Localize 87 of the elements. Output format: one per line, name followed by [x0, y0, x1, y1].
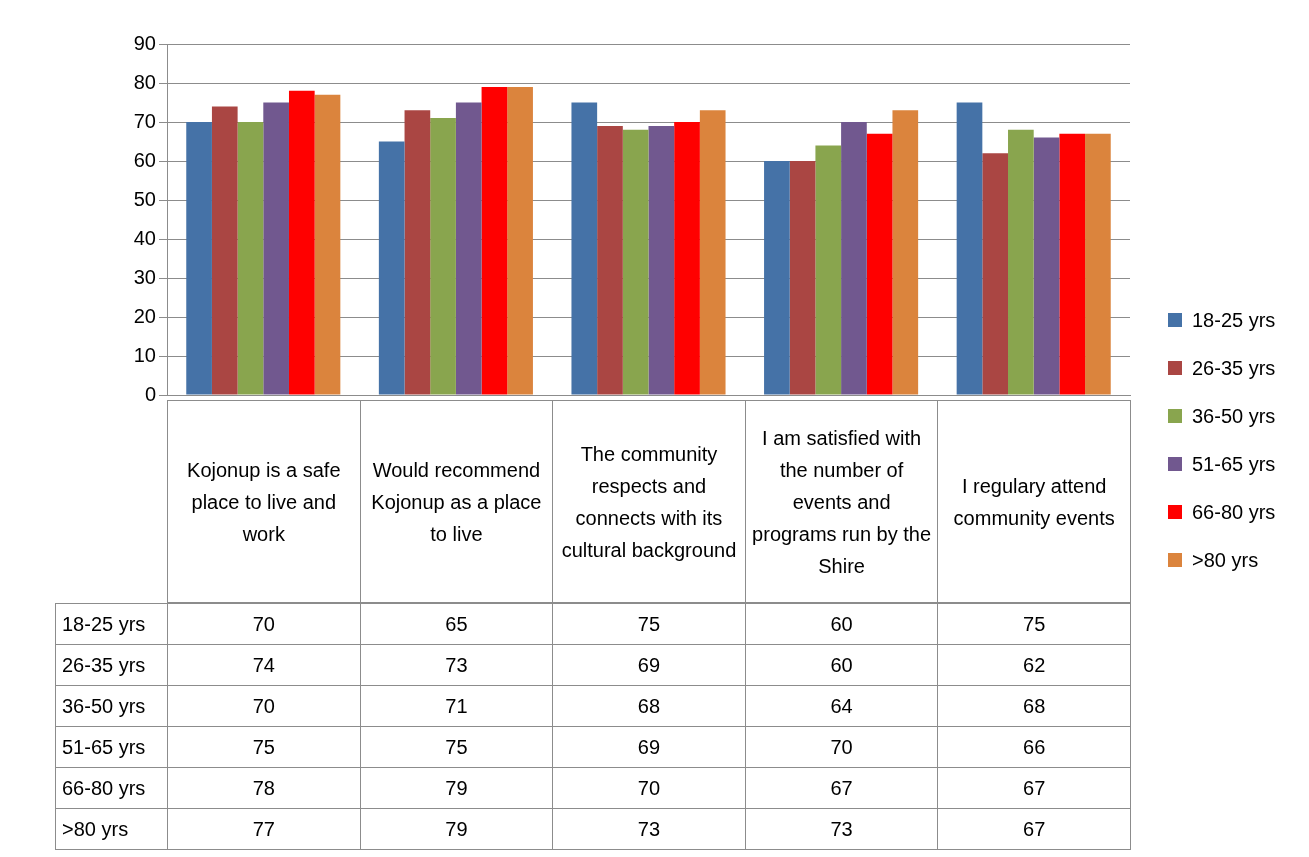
legend-label: 36-50 yrs — [1192, 404, 1276, 428]
bar — [956, 102, 983, 395]
bar — [841, 122, 867, 395]
legend-label: 26-35 yrs — [1192, 356, 1276, 380]
data-label: 69 — [552, 644, 746, 686]
data-label: 67 — [937, 808, 1131, 850]
data-label: 62 — [937, 644, 1131, 686]
bar — [1059, 133, 1086, 395]
bar — [314, 94, 341, 395]
data-label: 68 — [552, 685, 746, 727]
data-label: 77 — [167, 808, 361, 850]
bar — [674, 122, 700, 395]
bar — [622, 129, 649, 395]
bar — [597, 125, 623, 395]
data-label: 64 — [744, 685, 939, 727]
text: 66-80 yrs — [62, 777, 146, 799]
bar — [571, 102, 598, 395]
data-label: 68 — [937, 685, 1131, 727]
data-label: 74 — [167, 644, 361, 686]
x-tick-label: Would recommend Kojonup as a place to live — [359, 400, 554, 603]
legend-label: >80 yrs — [1192, 548, 1259, 572]
text: >80 yrs — [62, 818, 129, 840]
bar — [288, 90, 315, 395]
text: 26-35 yrs — [62, 654, 146, 676]
data-label: 79 — [359, 767, 554, 809]
data-label: 70 — [167, 603, 361, 645]
data-label: 60 — [744, 644, 939, 686]
bar — [648, 125, 675, 395]
data-label: 71 — [359, 685, 554, 727]
bar — [866, 133, 893, 395]
x-tick-label: Kojonup is a safe place to live and work — [167, 400, 361, 603]
y-tick-label: 40 — [133, 226, 156, 249]
y-tick-label: 50 — [133, 187, 156, 210]
data-label: 60 — [744, 603, 939, 645]
bar — [892, 110, 919, 395]
bar — [1085, 133, 1111, 395]
data-label: 70 — [167, 685, 361, 727]
bar — [378, 141, 405, 395]
data-label: 67 — [937, 767, 1131, 809]
data-label: 69 — [552, 726, 746, 768]
bar — [789, 161, 816, 395]
bar — [263, 102, 289, 395]
bar — [404, 110, 431, 395]
bar — [211, 106, 238, 395]
legend-label: 66-80 yrs — [1192, 500, 1276, 524]
y-tick-label: 10 — [133, 343, 156, 366]
y-tick-label: 0 — [144, 382, 156, 405]
bar — [982, 153, 1009, 395]
data-label: 73 — [552, 808, 746, 850]
bar — [815, 145, 842, 395]
bar — [1033, 137, 1060, 395]
x-tick-label: I am satisfied with the number of events and programs run by the Shire — [744, 400, 939, 603]
y-tick-label: 60 — [133, 148, 156, 171]
data-label: 75 — [552, 603, 746, 645]
y-tick-label: 30 — [133, 265, 156, 288]
data-label: 70 — [552, 767, 746, 809]
y-tick-label: 90 — [133, 31, 156, 54]
data-label: 66 — [937, 726, 1131, 768]
data-label: 75 — [167, 726, 361, 768]
data-label: 70 — [744, 726, 939, 768]
y-tick-label: 20 — [133, 304, 156, 327]
x-tick-label: I regulary attend community events — [937, 400, 1131, 603]
bar — [507, 86, 533, 395]
data-label: 73 — [744, 808, 939, 850]
bar — [237, 122, 264, 395]
y-tick-label: 70 — [133, 109, 156, 132]
x-tick-label: The community respects and connects with its cultural background — [552, 400, 746, 603]
bar — [699, 110, 726, 395]
legend-label: 18-25 yrs — [1192, 308, 1276, 332]
bar — [455, 102, 482, 395]
data-label: 65 — [359, 603, 554, 645]
bar — [430, 118, 456, 395]
data-label: 73 — [359, 644, 554, 686]
legend-label: 51-65 yrs — [1192, 452, 1276, 476]
bar — [186, 122, 212, 395]
bar — [481, 86, 508, 395]
text: 51-65 yrs — [62, 736, 146, 758]
data-label: 75 — [937, 603, 1131, 645]
data-label: 78 — [167, 767, 361, 809]
bar — [764, 161, 790, 395]
y-tick-label: 80 — [133, 70, 156, 93]
bar — [1008, 129, 1034, 395]
text: 36-50 yrs — [62, 695, 146, 717]
data-label: 67 — [744, 767, 939, 809]
data-label: 75 — [359, 726, 554, 768]
text: 18-25 yrs — [62, 613, 146, 635]
data-label: 79 — [359, 808, 554, 850]
